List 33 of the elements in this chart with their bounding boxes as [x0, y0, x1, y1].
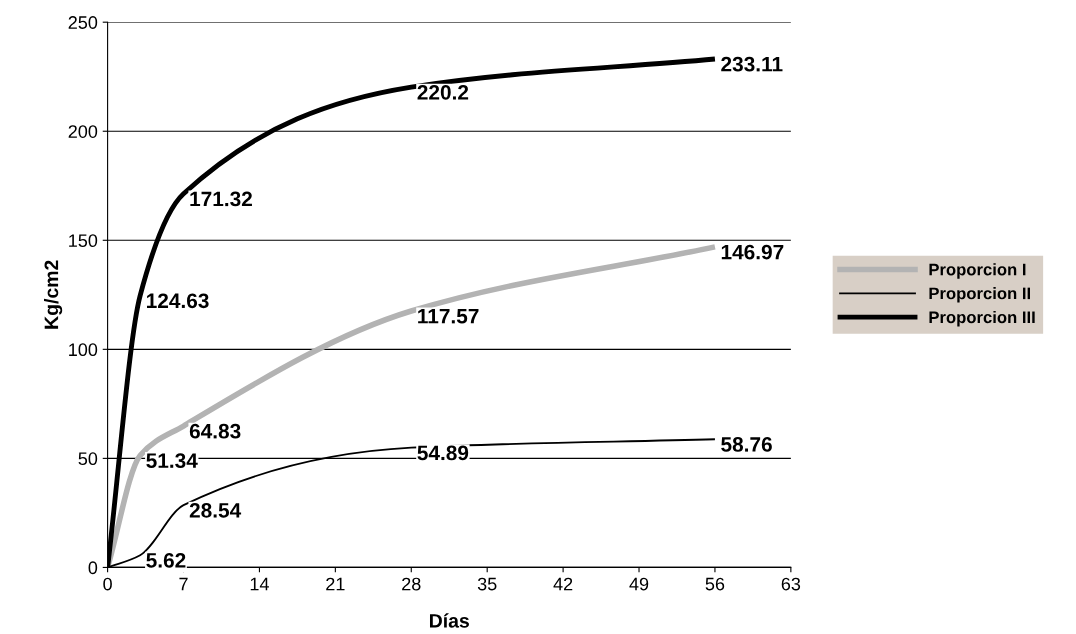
y-tick-label: 250	[68, 16, 98, 29]
y-tick-label: 100	[69, 343, 98, 357]
x-tick-label: 0	[103, 577, 112, 591]
data-label: 51.34	[146, 453, 198, 469]
y-tick-label: 150	[69, 234, 98, 248]
legend-label: Proporcion III	[929, 310, 1035, 327]
x-tick-label: 42	[553, 577, 573, 591]
data-label: 171.32	[190, 191, 252, 207]
x-tick-label: 21	[326, 577, 345, 591]
legend-label: Proporcion II	[929, 287, 1031, 303]
data-label: 28.54	[189, 502, 242, 518]
data-label: 233.11	[721, 56, 783, 72]
data-label: 64.83	[189, 423, 241, 439]
y-tick-label: 0	[88, 561, 98, 575]
x-axis-title: Días	[430, 613, 469, 628]
data-label: 220.2	[417, 84, 469, 100]
x-tick-label: 14	[250, 577, 269, 591]
data-label: 117.57	[418, 309, 479, 324]
data-label: 54.89	[417, 445, 469, 461]
data-label: 124.63	[147, 293, 209, 309]
y-axis-title: Kg/cm2	[43, 260, 63, 329]
legend-label: Proporcion I	[929, 263, 1026, 279]
data-label: 58.76	[721, 437, 772, 452]
x-tick-label: 56	[705, 577, 725, 591]
x-tick-label: 63	[781, 577, 801, 591]
y-tick-label: 50	[78, 452, 98, 466]
x-tick-label: 35	[477, 577, 497, 591]
x-tick-label: 7	[179, 577, 188, 591]
y-tick-label: 200	[68, 125, 98, 138]
x-tick-label: 49	[629, 577, 649, 591]
x-tick-label: 28	[402, 577, 421, 591]
data-label: 146.97	[721, 244, 784, 260]
data-label: 5.62	[146, 552, 186, 568]
